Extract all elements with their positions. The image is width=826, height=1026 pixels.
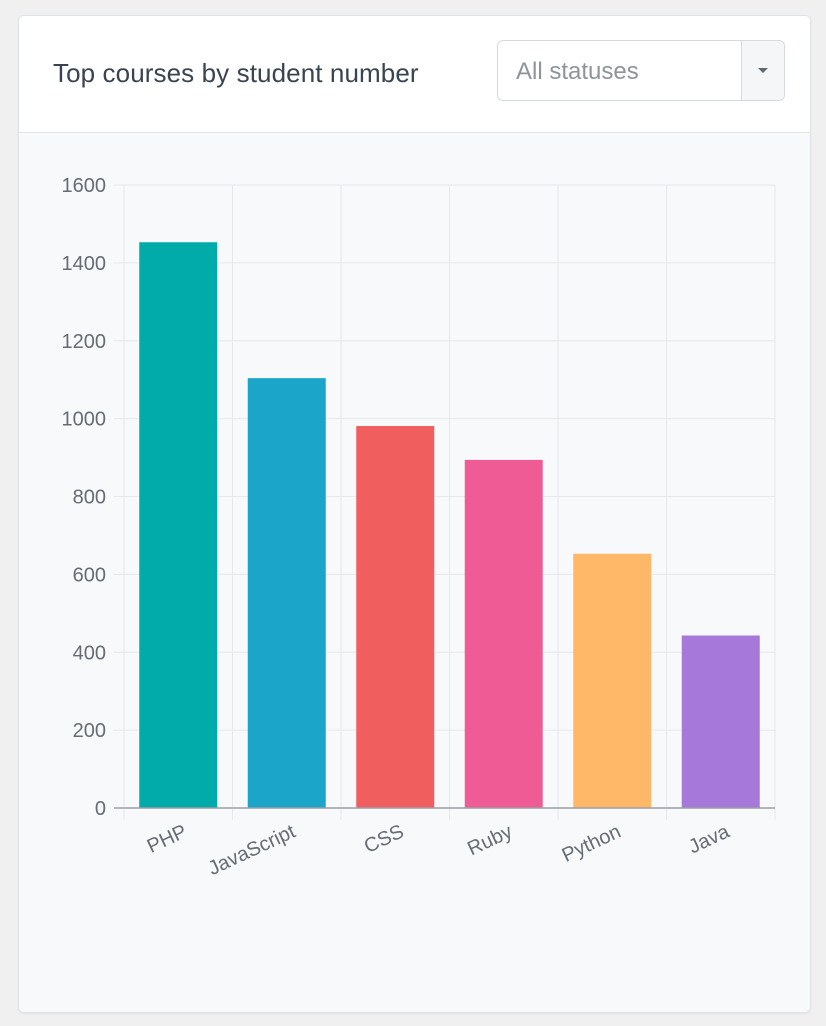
x-tick-label: Ruby	[464, 821, 516, 861]
y-tick-label: 1600	[62, 175, 107, 197]
y-tick-label: 200	[73, 720, 106, 742]
y-tick-label: 0	[95, 798, 106, 820]
bar-php	[139, 242, 218, 808]
bar-javascript	[247, 378, 326, 808]
y-tick-label: 1000	[62, 409, 107, 431]
y-tick-label: 400	[73, 642, 106, 664]
bar-chart: 0 200 400 600 800 1000 1200 1400 1600 PHP JavaScri…	[62, 175, 776, 880]
bar-ruby	[464, 459, 543, 808]
chart-card: Top courses by student number All status…	[18, 15, 811, 1013]
status-select-toggle[interactable]	[741, 41, 784, 100]
bar-java	[681, 635, 760, 808]
y-tick-label: 1200	[62, 331, 107, 353]
bar-python	[573, 553, 652, 808]
x-tick-label: Java	[685, 820, 733, 858]
x-tick-label: CSS	[361, 821, 408, 858]
caret-down-icon	[758, 68, 768, 73]
bar-css	[356, 426, 435, 808]
y-tick-label: 800	[73, 487, 106, 509]
x-tick-label: Python	[559, 821, 625, 867]
status-select-value: All statuses	[516, 58, 639, 85]
chart-area: 0 200 400 600 800 1000 1200 1400 1600 PHP JavaScri…	[19, 133, 810, 1012]
status-select[interactable]: All statuses	[497, 40, 785, 101]
x-tick-label: JavaScript	[205, 820, 299, 880]
y-tick-label: 1400	[62, 253, 107, 275]
card-header: Top courses by student number All status…	[19, 16, 810, 133]
y-tick-label: 600	[73, 564, 106, 586]
chart-title: Top courses by student number	[53, 58, 419, 88]
x-tick-label: PHP	[144, 821, 191, 858]
